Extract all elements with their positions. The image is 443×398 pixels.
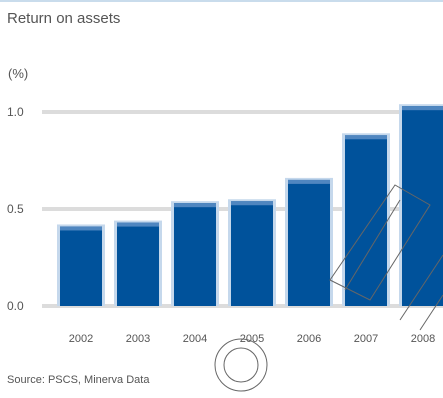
x-tick-label: 2005 — [240, 333, 264, 345]
x-tick-label: 2006 — [297, 333, 321, 345]
bar-highlight — [117, 222, 159, 227]
bar — [231, 201, 273, 306]
bar — [345, 135, 387, 306]
bar-highlight — [345, 135, 387, 140]
chart-title: Return on assets — [7, 10, 121, 27]
bar-highlight — [402, 106, 443, 111]
bar — [117, 222, 159, 306]
bar-highlight — [60, 226, 102, 231]
bar — [60, 226, 102, 306]
x-tick-label: 2002 — [69, 333, 93, 345]
bar — [402, 106, 443, 307]
bar-highlight — [231, 201, 273, 206]
top-border — [0, 0, 443, 2]
x-tick-layer: 2002 2003 2004 2005 2006 2007 2008 — [69, 333, 435, 345]
x-tick-label: 2008 — [411, 333, 435, 345]
y-tick-label: 1.0 — [7, 105, 24, 119]
bar — [174, 203, 216, 306]
source-note: Source: PSCS, Minerva Data — [7, 374, 150, 386]
y-axis-unit-label: (%) — [8, 66, 29, 81]
x-tick-label: 2007 — [354, 333, 378, 345]
x-tick-label: 2004 — [183, 333, 207, 345]
y-tick-label: 0.5 — [7, 202, 24, 216]
x-tick-label: 2003 — [126, 333, 150, 345]
bar — [288, 179, 330, 306]
bar-layer — [57, 104, 443, 307]
y-tick-label: 0.0 — [7, 299, 24, 313]
bar-highlight — [174, 203, 216, 208]
bar-highlight — [288, 179, 330, 184]
y-tick-layer: 0.0 0.5 1.0 — [7, 105, 24, 313]
